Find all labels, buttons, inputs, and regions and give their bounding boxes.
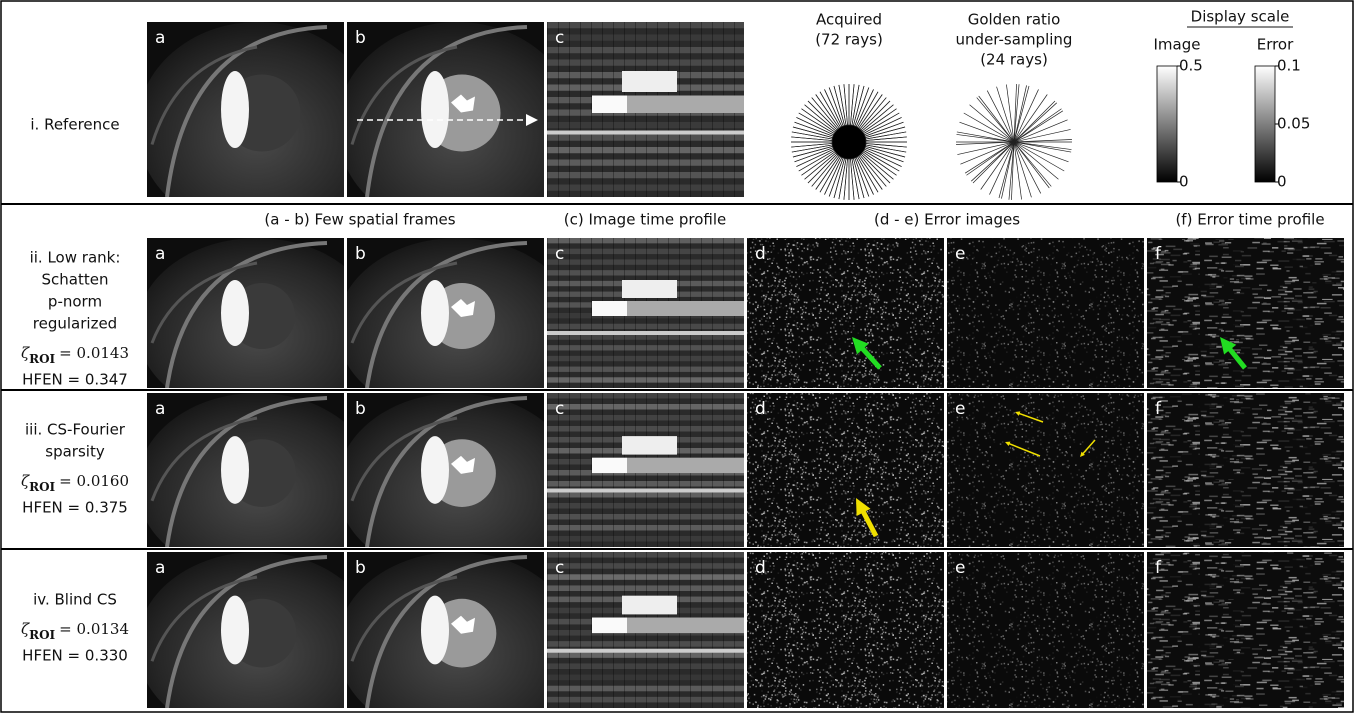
column-header: (c) Image time profile: [564, 211, 727, 229]
panel-letter: b: [355, 399, 366, 419]
row-label: iii. CS-Fourier: [25, 421, 126, 439]
panel-letter: d: [755, 558, 766, 578]
panel-letter: a: [155, 558, 165, 578]
zeta-value: = 0.0160: [59, 472, 129, 490]
image-panel: c: [547, 22, 744, 197]
row-label: ii. Low rank:: [30, 249, 121, 267]
hfen-metric: HFEN = 0.347: [22, 371, 128, 389]
image-panel: a: [137, 552, 377, 713]
image-panel: b: [337, 22, 577, 232]
zeta-value: = 0.0143: [59, 344, 129, 362]
panel-letter: b: [355, 244, 366, 264]
panel-letter: d: [755, 399, 766, 419]
zeta-subscript: ROI: [29, 352, 55, 366]
zeta-metric: ζROI= 0.0134: [21, 620, 129, 642]
zeta-metric: ζROI= 0.0160: [21, 472, 129, 494]
panel-letter: a: [155, 399, 165, 419]
panel-letter: d: [755, 244, 766, 264]
colorbar-tick-label: 0: [1179, 173, 1189, 191]
scale-label: Error: [1257, 36, 1294, 54]
sampling-pattern: [956, 84, 1072, 200]
row-label: Schatten: [42, 271, 109, 289]
image-panel: c: [547, 238, 744, 388]
content: i. Reference a b c Acquired (72 rays) Golden r…: [21, 8, 1344, 713]
sampling-caption: Golden ratio: [968, 11, 1061, 29]
image-panel: c: [547, 552, 744, 708]
image-panel: a: [137, 22, 377, 232]
sampling-caption: under-sampling: [956, 31, 1073, 49]
zeta-metric: ζROI= 0.0143: [21, 344, 129, 366]
panel-letter: b: [355, 558, 366, 578]
zeta-subscript: ROI: [29, 480, 55, 494]
column-header: (d - e) Error images: [874, 211, 1020, 229]
panel-letter: a: [155, 244, 165, 264]
colorbar-tick-label: 0.05: [1277, 115, 1310, 133]
image-panel: d: [747, 393, 944, 547]
image-panel: d: [747, 238, 944, 388]
colorbar-tick-label: 0.5: [1179, 57, 1203, 75]
row-label: regularized: [33, 315, 117, 333]
row-label: p-norm: [48, 293, 102, 311]
panel-letter: c: [555, 399, 564, 419]
panel-letter: f: [1155, 244, 1162, 264]
panel-letter: f: [1155, 558, 1162, 578]
image-panel: e: [947, 238, 1144, 388]
hfen-metric: HFEN = 0.375: [22, 499, 128, 517]
column-header: (f) Error time profile: [1175, 211, 1324, 229]
colorbar: [1255, 66, 1275, 182]
row-label: sparsity: [45, 443, 105, 461]
figure: i. Reference a b c Acquired (72 rays) Golden r…: [0, 0, 1354, 713]
sampling-caption: (24 rays): [980, 51, 1048, 69]
scale-label: Image: [1154, 36, 1201, 54]
row-label: iv. Blind CS: [33, 591, 117, 609]
image-panel: b: [337, 393, 577, 578]
image-panel: c: [547, 393, 744, 547]
sampling-caption: (72 rays): [815, 31, 883, 49]
image-panel: e: [947, 393, 1144, 547]
scale-title: Display scale: [1191, 8, 1290, 26]
panel-letter: e: [955, 399, 965, 419]
sampling-caption: Acquired: [816, 11, 882, 29]
sampling-pattern: [791, 84, 907, 200]
panel-letter: a: [155, 28, 165, 48]
colorbar-tick-label: 0.1: [1277, 57, 1301, 75]
column-header: (a - b) Few spatial frames: [264, 211, 455, 229]
row-label: i. Reference: [30, 116, 119, 134]
colorbar-tick-label: 0: [1277, 173, 1287, 191]
colorbar: [1157, 66, 1177, 182]
image-panel: e: [947, 552, 1144, 708]
panel-letter: e: [955, 558, 965, 578]
hfen-metric: HFEN = 0.330: [22, 647, 128, 665]
panel-letter: f: [1155, 399, 1162, 419]
zeta-subscript: ROI: [29, 628, 55, 642]
image-panel: a: [137, 393, 377, 578]
panel-letter: c: [555, 244, 564, 264]
image-panel: d: [747, 552, 944, 708]
panel-letter: c: [555, 28, 564, 48]
panel-letter: b: [355, 28, 366, 48]
panel-letter: e: [955, 244, 965, 264]
image-panel: f: [1147, 393, 1344, 547]
panel-letter: c: [555, 558, 564, 578]
image-panel: b: [337, 552, 577, 713]
image-panel: f: [1147, 552, 1344, 708]
zeta-value: = 0.0134: [59, 620, 129, 638]
